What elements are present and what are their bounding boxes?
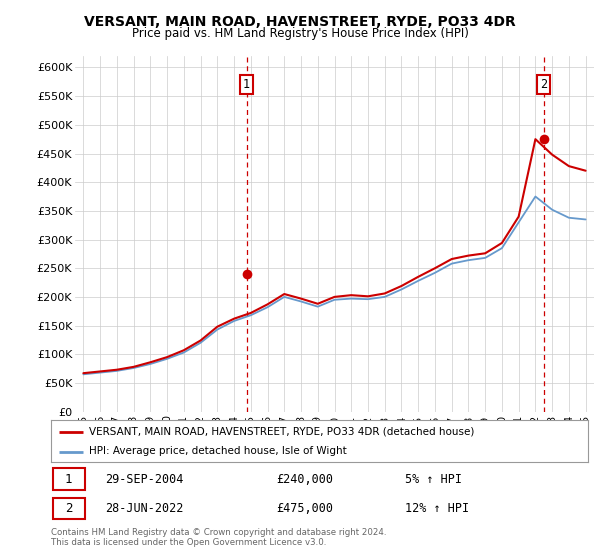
Text: 2: 2 — [65, 502, 73, 515]
Text: VERSANT, MAIN ROAD, HAVENSTREET, RYDE, PO33 4DR (detached house): VERSANT, MAIN ROAD, HAVENSTREET, RYDE, P… — [89, 427, 474, 437]
Text: 1: 1 — [243, 78, 250, 91]
Text: 29-SEP-2004: 29-SEP-2004 — [105, 473, 183, 486]
FancyBboxPatch shape — [53, 497, 85, 520]
Text: VERSANT, MAIN ROAD, HAVENSTREET, RYDE, PO33 4DR: VERSANT, MAIN ROAD, HAVENSTREET, RYDE, P… — [84, 15, 516, 29]
Text: 2: 2 — [540, 78, 547, 91]
Text: Contains HM Land Registry data © Crown copyright and database right 2024.
This d: Contains HM Land Registry data © Crown c… — [51, 528, 386, 547]
Text: 1: 1 — [65, 473, 73, 486]
Text: HPI: Average price, detached house, Isle of Wight: HPI: Average price, detached house, Isle… — [89, 446, 346, 456]
Text: Price paid vs. HM Land Registry's House Price Index (HPI): Price paid vs. HM Land Registry's House … — [131, 27, 469, 40]
Text: 5% ↑ HPI: 5% ↑ HPI — [406, 473, 463, 486]
Text: 12% ↑ HPI: 12% ↑ HPI — [406, 502, 470, 515]
Text: 28-JUN-2022: 28-JUN-2022 — [105, 502, 183, 515]
Text: £475,000: £475,000 — [277, 502, 334, 515]
Text: £240,000: £240,000 — [277, 473, 334, 486]
FancyBboxPatch shape — [53, 468, 85, 491]
